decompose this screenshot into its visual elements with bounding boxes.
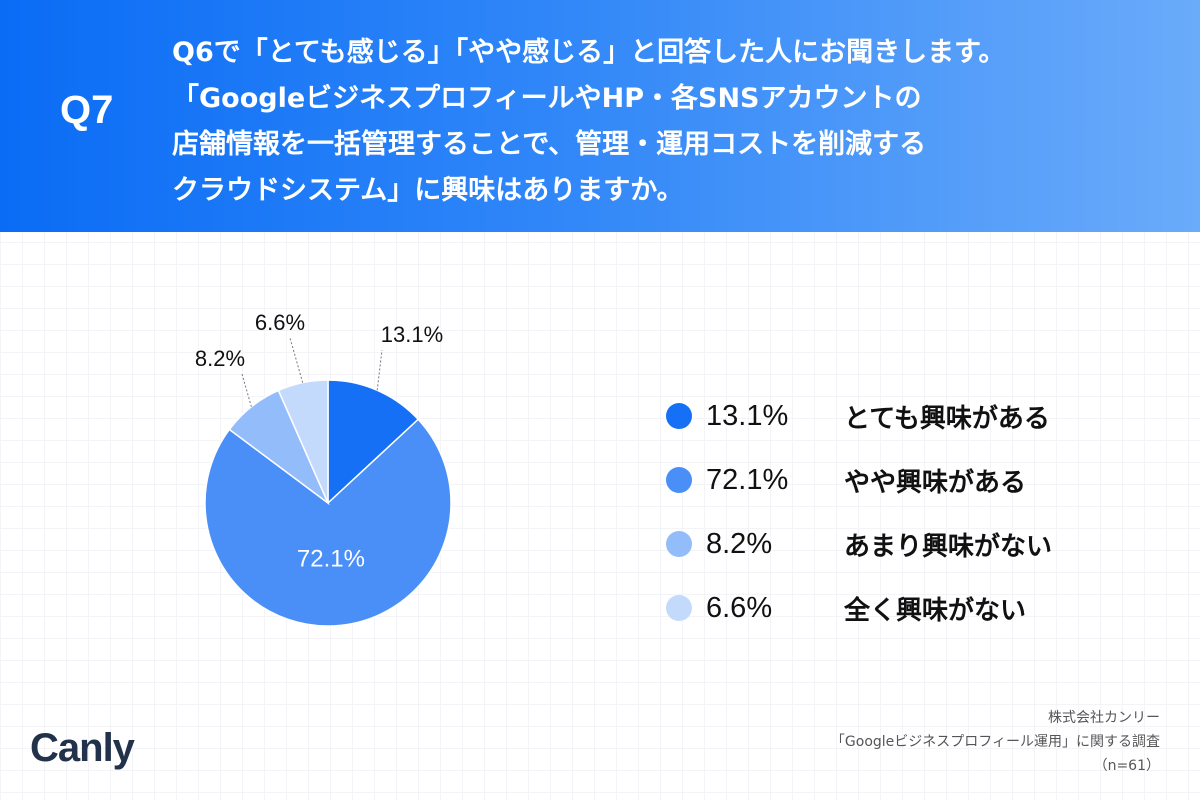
question-number: Q7 (60, 88, 114, 132)
leader-line (289, 337, 304, 383)
source-line: （n=61） (1093, 758, 1160, 774)
legend-label: 全く興味がない (844, 595, 1027, 626)
legend-item: 6.6% 全く興味がない (666, 576, 1052, 640)
header-banner: Q7 Q6で「とても感じる」「やや感じる」と回答した人にお聞きします。 「Goo… (0, 0, 1200, 232)
pie-leader-lines (241, 337, 383, 407)
legend-dot-icon (666, 595, 692, 621)
legend-percent: 8.2% (706, 527, 773, 560)
legend-item: 72.1% やや興味がある (666, 448, 1052, 512)
pie-chart: 13.1% 72.1% 8.2% 6.6% (195, 310, 452, 627)
legend-item: 8.2% あまり興味がない (666, 512, 1052, 576)
slice-value-label: 8.2% (195, 346, 245, 371)
question-line: クラウドシステム」に興味はありますか。 (172, 175, 684, 206)
slice-value-label: 6.6% (255, 310, 305, 335)
legend: 13.1% とても興味がある 72.1% やや興味がある 8.2% あまり興味が… (666, 384, 1052, 640)
pie-slice (327, 379, 420, 505)
slice-value-label: 13.1% (381, 322, 443, 347)
source-note: 株式会社カンリー 「Googleビジネスプロフィール運用」に関する調査 （n=6… (831, 706, 1160, 778)
question-line: 「GoogleビジネスプロフィールやHP・各SNSアカウントの (172, 83, 922, 114)
source-line: 「Googleビジネスプロフィール運用」に関する調査 (830, 734, 1160, 750)
legend-label: あまり興味がない (844, 531, 1053, 562)
legend-dot-icon (666, 467, 692, 493)
leader-line (241, 373, 252, 407)
question-text: Q6で「とても感じる」「やや感じる」と回答した人にお聞きします。 「Google… (172, 30, 1182, 214)
legend-item: 13.1% とても興味がある (666, 384, 1052, 448)
pie-labels: 13.1% 72.1% 8.2% 6.6% (195, 310, 443, 572)
leader-line (376, 349, 383, 391)
legend-dot-icon (666, 403, 692, 429)
slice-value-label: 72.1% (297, 545, 365, 572)
brand-logo: Canly (30, 726, 135, 770)
question-line: 店舗情報を一括管理することで、管理・運用コストを削減する (172, 129, 927, 160)
legend-percent: 13.1% (706, 399, 789, 432)
legend-percent: 6.6% (706, 591, 773, 624)
pie-slices (204, 379, 452, 627)
question-line: Q6で「とても感じる」「やや感じる」と回答した人にお聞きします。 (172, 37, 1006, 68)
legend-label: とても興味がある (844, 403, 1050, 434)
legend-percent: 72.1% (706, 463, 789, 496)
source-line: 株式会社カンリー (1048, 710, 1160, 726)
pie-slice (204, 418, 452, 627)
legend-label: やや興味がある (844, 467, 1027, 498)
legend-dot-icon (666, 531, 692, 557)
